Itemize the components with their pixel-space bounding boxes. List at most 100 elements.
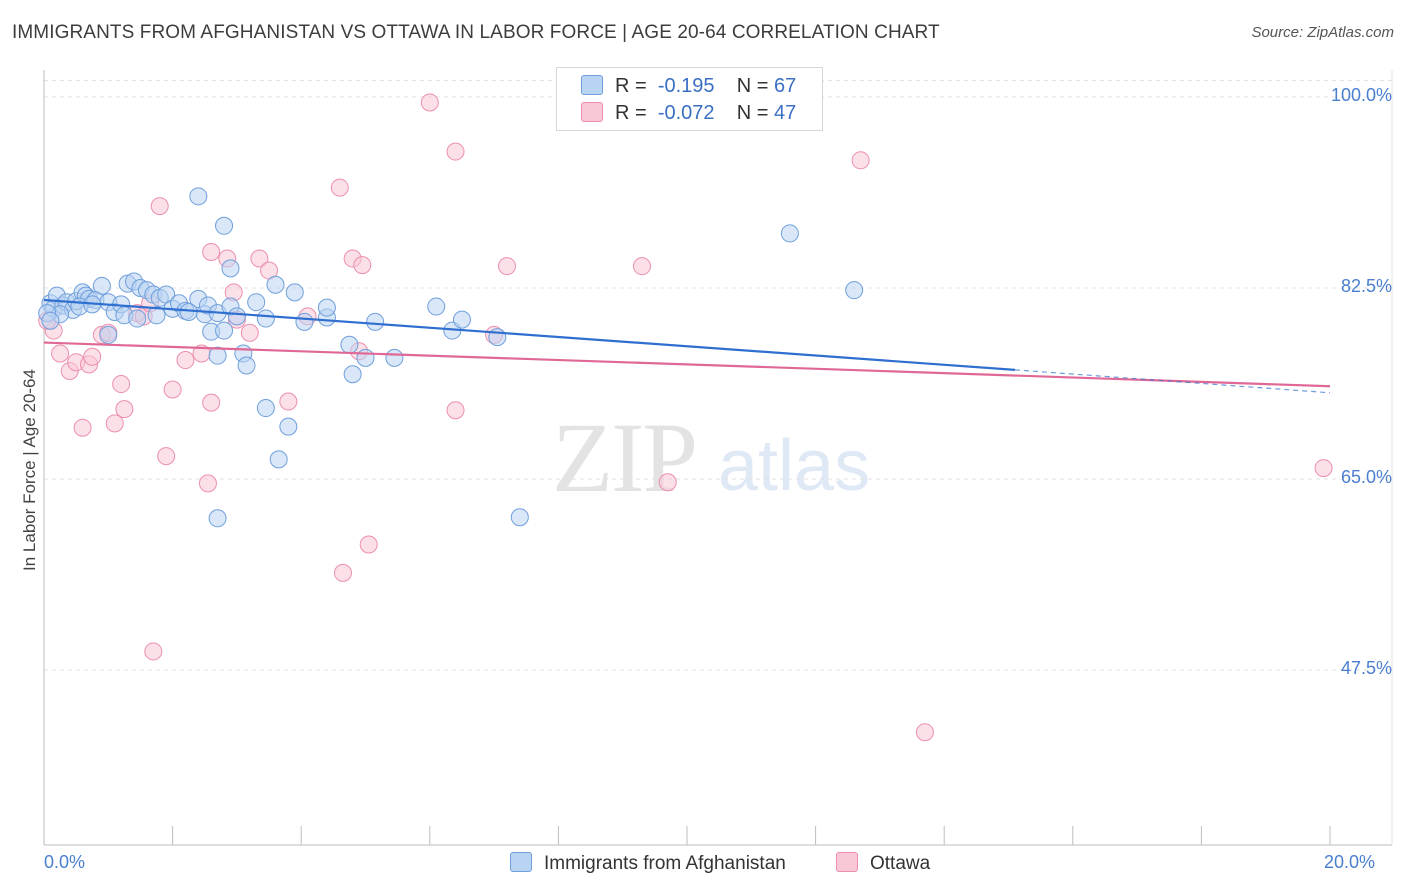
legend-item-afghanistan[interactable]: Immigrants from Afghanistan [510,852,786,875]
legend-r-value: -0.195 [657,75,715,97]
data-point-ottawa [279,392,298,411]
legend-n-label: N = [736,75,769,97]
data-point-ottawa [330,178,349,197]
data-point-ottawa [105,414,124,433]
data-point-afghanistan [452,310,471,329]
data-point-ottawa [420,93,439,112]
data-point-afghanistan [92,276,111,295]
data-point-afghanistan [356,348,375,367]
chart-title: IMMIGRANTS FROM AFGHANISTAN VS OTTAWA IN… [12,22,940,43]
data-point-ottawa [658,473,677,492]
data-point-afghanistan [41,311,60,330]
data-point-afghanistan [179,303,198,322]
data-point-ottawa [157,447,176,466]
data-point-afghanistan [427,297,446,316]
data-point-afghanistan [845,281,864,300]
y-tick-label: 65.0% [1340,467,1392,487]
data-point-ottawa [163,380,182,399]
legend-r-label: R = [615,102,647,124]
y-tick-label: 100.0% [1330,85,1392,105]
legend-label-afghanistan: Immigrants from Afghanistan [544,853,786,874]
data-point-afghanistan [215,216,234,235]
data-point-afghanistan [285,283,304,302]
legend-n-value: 47 [774,102,797,124]
data-point-afghanistan [237,356,256,375]
data-point-afghanistan [366,312,385,331]
y-axis-label: In Labor Force | Age 20-64 [20,369,39,571]
data-point-afghanistan [317,298,336,317]
data-point-ottawa [497,257,516,276]
data-point-ottawa [115,400,134,419]
y-tick-label: 47.5% [1340,658,1392,678]
stats-legend: R = -0.195 N = 67 R = -0.072 N = 47 [556,67,823,131]
data-point-afghanistan [189,187,208,206]
x-tick-label-max: 20.0% [1324,852,1376,872]
data-point-afghanistan [247,293,266,312]
legend-row-afghanistan: R = -0.195 N = 67 [581,75,796,99]
data-point-ottawa [202,393,221,412]
source-label: Source: ZipAtlas.com [1251,24,1394,41]
watermark-atlas: atlas [718,426,871,506]
data-point-afghanistan [343,365,362,384]
legend-swatch-ottawa [581,102,603,122]
data-point-ottawa [202,242,221,261]
data-point-afghanistan [256,309,275,328]
data-point-ottawa [446,142,465,161]
data-point-ottawa [250,249,269,268]
data-point-afghanistan [269,450,288,469]
y-tick-label: 82.5% [1340,276,1392,296]
data-point-afghanistan [99,325,118,344]
data-point-ottawa [632,257,651,276]
trend-line-afghanistan-extension [1014,369,1331,394]
legend-row-ottawa: R = -0.072 N = 47 [581,102,796,126]
data-point-afghanistan [128,309,147,328]
legend-n-label: N = [736,102,769,124]
data-point-ottawa [112,375,131,394]
data-point-ottawa [446,401,465,420]
data-point-afghanistan [221,259,240,278]
legend-swatch-afghanistan [510,852,532,872]
data-point-ottawa [353,256,372,275]
series-ottawa-points [38,93,1333,742]
data-point-afghanistan [295,312,314,331]
data-point-ottawa [198,474,217,493]
legend-swatch-ottawa [836,852,858,872]
data-point-ottawa [915,723,934,742]
data-point-afghanistan [340,335,359,354]
data-point-afghanistan [208,509,227,528]
data-point-afghanistan [279,417,298,436]
legend-r-value: -0.072 [657,102,715,124]
data-point-ottawa [333,563,352,582]
data-point-afghanistan [208,346,227,365]
data-point-ottawa [1314,459,1333,478]
data-point-ottawa [83,347,102,366]
data-point-ottawa [73,418,92,437]
data-point-ottawa [240,323,259,342]
legend-n-value: 67 [774,75,797,97]
data-point-afghanistan [266,275,285,294]
axes [43,70,1392,846]
data-point-ottawa [144,642,163,661]
data-point-ottawa [359,535,378,554]
data-point-afghanistan [147,306,166,325]
trend-lines [43,298,1331,394]
series-legend: Immigrants from Afghanistan Ottawa [0,852,1406,876]
watermark-zip: ZIP [552,402,698,513]
data-point-ottawa [176,351,195,370]
trend-line-ottawa [43,341,1331,388]
data-point-afghanistan [215,321,234,340]
trend-line-afghanistan [43,298,1016,371]
data-point-afghanistan [256,399,275,418]
legend-label-ottawa: Ottawa [870,853,931,874]
x-tick-label-min: 0.0% [44,852,86,872]
data-point-ottawa [150,197,169,216]
legend-item-ottawa[interactable]: Ottawa [836,852,930,875]
legend-swatch-afghanistan [581,75,603,95]
grid-lines [44,70,1393,845]
data-point-ottawa [51,344,70,363]
legend-r-label: R = [615,75,647,97]
data-point-afghanistan [510,508,529,527]
data-point-afghanistan [780,224,799,243]
data-point-afghanistan [227,307,246,326]
